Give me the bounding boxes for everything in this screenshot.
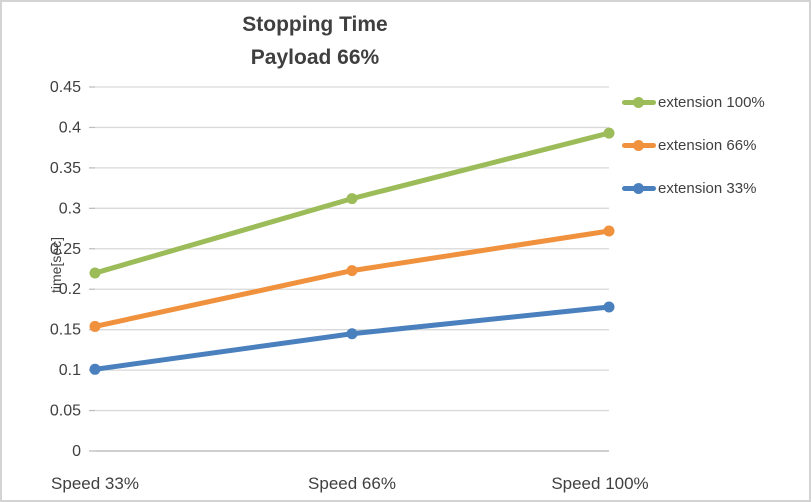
data-point-extension 66%-Speed 33%: [89, 320, 101, 332]
data-point-extension 100%-Speed 33%: [89, 267, 101, 279]
legend-marker-icon: [622, 140, 656, 151]
legend-dot: [633, 183, 644, 194]
legend-label: extension 66%: [658, 137, 757, 154]
legend-dot: [633, 140, 644, 151]
y-tick-label: 0.35: [50, 160, 81, 177]
legend-item-extension 33%: extension 33%: [622, 167, 765, 210]
series-line-extension 66%: [92, 228, 612, 329]
y-axis-title: time[sec]: [48, 236, 64, 294]
x-axis-label-3: Speed 100%: [551, 474, 648, 493]
data-point-extension 33%-Speed 100%: [603, 301, 615, 313]
x-axis-label-1: Speed 33%: [51, 474, 139, 493]
chart-legend: extension 100% extension 66% extension 33%: [622, 81, 765, 210]
legend-item-extension 66%: extension 66%: [622, 124, 765, 167]
y-tick-label: 0.2: [59, 281, 81, 298]
data-point-extension 33%-Speed 33%: [89, 363, 101, 375]
data-point-extension 100%-Speed 66%: [346, 193, 358, 205]
y-tick-label: 0.25: [50, 241, 81, 258]
chart-title-sub: Payload 66%: [250, 46, 380, 69]
data-point-extension 66%-Speed 100%: [603, 225, 615, 237]
y-tick-label: 0.4: [59, 119, 81, 136]
x-axis-label-2: Speed 66%: [308, 474, 396, 493]
y-tick-label: 0.05: [50, 403, 81, 420]
y-tick-label: 0.1: [59, 362, 81, 379]
data-point-extension 33%-Speed 66%: [346, 328, 358, 340]
chart-title: Stopping Time Payload 66%: [2, 8, 628, 74]
legend-label: extension 100%: [658, 94, 765, 111]
y-tick-label: 0.15: [50, 322, 81, 339]
data-point-extension 66%-Speed 66%: [346, 265, 358, 277]
legend-dot: [633, 97, 644, 108]
y-tick-label: 0.45: [50, 79, 81, 96]
legend-marker-icon: [622, 183, 656, 194]
chart-title-main: Stopping Time: [242, 13, 388, 36]
legend-item-extension 100%: extension 100%: [622, 81, 765, 124]
data-point-extension 100%-Speed 100%: [603, 127, 615, 139]
legend-label: extension 33%: [658, 180, 757, 197]
y-tick-label: 0: [72, 443, 81, 460]
y-tick-label: 0.3: [59, 200, 81, 217]
legend-marker-icon: [622, 97, 656, 108]
